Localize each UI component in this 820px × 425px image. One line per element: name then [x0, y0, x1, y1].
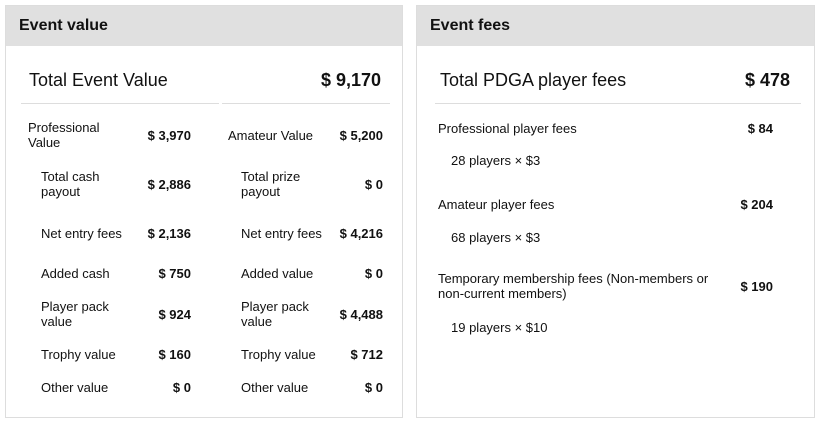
fee-row: Professional player fees $ 84: [438, 113, 773, 143]
row-label: Trophy value: [241, 346, 316, 362]
row-value: $ 2,886: [147, 176, 191, 192]
row-label: Net entry fees: [41, 225, 122, 241]
row-label: Added cash: [41, 265, 110, 281]
divider: [222, 103, 390, 104]
fee-row: Temporary membership fees (Non-members o…: [438, 271, 773, 301]
row-value: $ 750: [158, 265, 191, 281]
value-row: Player pack value $ 924: [41, 299, 191, 329]
panel-header: Event value: [6, 6, 402, 46]
value-row: Total cash payout $ 2,886: [41, 169, 191, 199]
value-row: Other value $ 0: [41, 372, 191, 402]
fee-value: $ 204: [740, 196, 773, 212]
row-value: $ 924: [158, 306, 191, 322]
fee-row: Amateur player fees $ 204: [438, 189, 773, 219]
fee-label: Professional player fees: [438, 120, 577, 136]
fee-detail: 19 players × $10: [451, 320, 548, 335]
row-value: $ 4,488: [339, 306, 383, 322]
row-value: $ 5,200: [339, 127, 383, 143]
event-value-panel: Event value Total Event Value $ 9,170 Pr…: [5, 5, 403, 418]
value-row: Player pack value $ 4,488: [241, 299, 383, 329]
total-pdga-fees: $ 478: [744, 70, 790, 90]
value-row: Added cash $ 750: [41, 258, 191, 288]
panel-header: Event fees: [417, 6, 814, 46]
row-value: $ 160: [158, 346, 191, 362]
row-label: Player pack value: [41, 299, 109, 329]
divider: [435, 103, 801, 104]
fee-value: $ 190: [740, 278, 773, 294]
value-row: Other value $ 0: [241, 372, 383, 402]
value-row: Amateur Value $ 5,200: [228, 120, 383, 150]
value-row: Professional Value $ 3,970: [28, 120, 191, 150]
row-label: Player pack value: [241, 299, 309, 329]
row-label: Professional Value: [28, 120, 100, 150]
value-row: Total prize payout $ 0: [241, 169, 383, 199]
value-row: Net entry fees $ 4,216: [241, 218, 383, 248]
row-value: $ 3,970: [147, 127, 191, 143]
value-row: Added value $ 0: [241, 258, 383, 288]
value-row: Net entry fees $ 2,136: [41, 218, 191, 248]
row-value: $ 0: [364, 265, 383, 281]
event-fees-panel: Event fees Total PDGA player fees $ 478 …: [416, 5, 815, 418]
row-label: Amateur Value: [228, 127, 314, 143]
divider: [21, 103, 219, 104]
row-label: Other value: [41, 379, 109, 395]
fee-value: $ 84: [747, 120, 773, 136]
row-label: Net entry fees: [241, 225, 322, 241]
total-event-value-label: Total Event Value: [29, 70, 168, 90]
row-label: Total prize payout: [241, 169, 301, 199]
fee-label: Amateur player fees: [438, 196, 555, 212]
row-label: Added value: [241, 265, 314, 281]
row-value: $ 2,136: [147, 225, 191, 241]
row-value: $ 0: [364, 176, 383, 192]
row-value: $ 712: [350, 346, 383, 362]
total-event-value: $ 9,170: [320, 70, 381, 90]
row-value: $ 0: [172, 379, 191, 395]
fee-label: Temporary membership fees (Non-members o…: [438, 271, 709, 301]
fee-detail: 28 players × $3: [451, 153, 541, 168]
value-row: Trophy value $ 712: [241, 339, 383, 369]
row-label: Total cash payout: [41, 169, 100, 199]
value-row: Trophy value $ 160: [41, 339, 191, 369]
total-pdga-fees-label: Total PDGA player fees: [440, 70, 627, 90]
row-value: $ 0: [364, 379, 383, 395]
row-label: Trophy value: [41, 346, 116, 362]
row-label: Other value: [241, 379, 309, 395]
row-value: $ 4,216: [339, 225, 383, 241]
fee-detail: 68 players × $3: [451, 230, 541, 245]
